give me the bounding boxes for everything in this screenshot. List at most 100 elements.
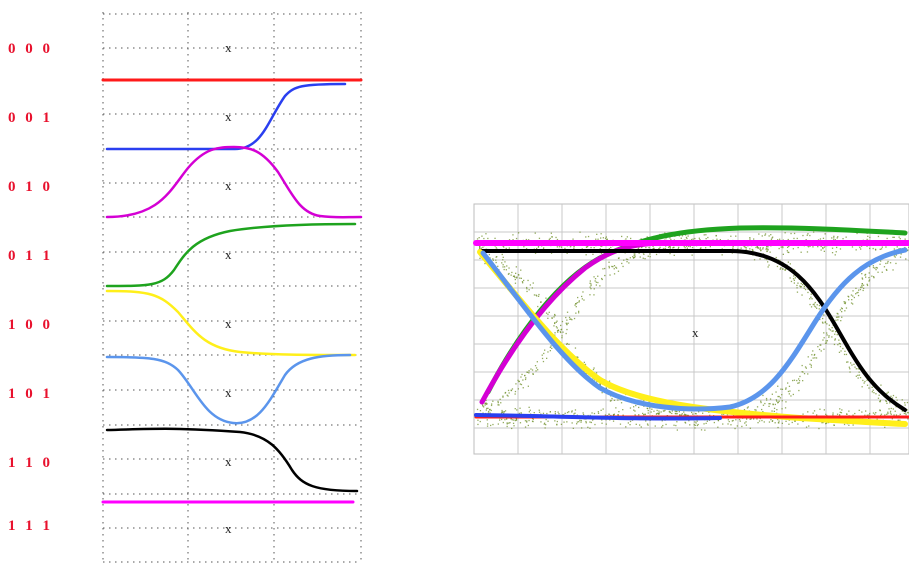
noise-dot [864,273,867,276]
noise-dot [540,421,542,423]
noise-dot [635,423,637,425]
noise-dot [554,413,556,415]
noise-dot [848,366,850,368]
noise-dot [759,258,761,260]
noise-dot [869,265,871,268]
noise-dot [787,261,789,263]
noise-dot [516,277,518,279]
noise-dot [716,238,718,240]
noise-dot [802,380,804,382]
noise-dot [831,252,834,254]
noise-dot [609,419,611,421]
noise-dot [881,271,883,273]
noise-dot [649,407,651,409]
noise-dot [898,236,900,238]
noise-dot [668,411,670,413]
noise-dot [858,374,861,376]
noise-dot [841,316,843,318]
noise-dot [649,419,651,421]
noise-dot [802,420,804,423]
noise-dot [859,246,861,249]
noise-dot [568,343,570,345]
noise-dot [647,409,649,412]
noise-dot [589,280,591,282]
noise-dot [771,410,773,412]
noise-dot [530,368,532,370]
noise-dot [886,413,888,415]
noise-dot [634,414,636,416]
noise-dot [566,342,568,345]
noise-dot [538,411,541,413]
noise-dot [506,422,508,424]
noise-dot [741,425,743,428]
noise-dot [880,413,883,415]
noise-dot [476,238,479,240]
noise-dot [793,379,796,381]
noise-dot [545,312,548,314]
noise-dot [560,324,562,327]
noise-dot [575,312,577,314]
noise-dot [826,340,828,342]
noise-dot [634,253,636,255]
noise-dot [810,296,812,298]
noise-dot [511,419,513,421]
noise-dot [549,346,551,348]
noise-dot [819,318,821,321]
noise-dot [877,271,879,273]
noise-dot [638,414,640,416]
noise-dot [515,272,517,274]
noise-dot [833,424,835,426]
noise-dot [907,249,909,251]
noise-dot [797,246,799,249]
noise-dot [801,364,803,367]
noise-dot [819,344,821,346]
noise-dot [622,409,624,411]
noise-dot [762,248,764,250]
noise-dot [803,373,806,375]
noise-dot [892,408,894,410]
noise-dot [594,278,597,280]
noise-dot [629,257,631,259]
noise-dot [862,284,865,286]
noise-dot [524,378,527,381]
noise-dot [528,411,530,413]
noise-dot [613,265,616,267]
noise-dot [831,327,833,329]
noise-dot [907,411,909,414]
noise-dot [723,413,725,415]
noise-dot [823,246,826,248]
noise-dot [659,248,661,250]
noise-dot [652,245,654,247]
noise-dot [687,245,690,247]
noise-dot [608,380,611,382]
noise-dot [823,348,825,350]
noise-dot [859,377,862,379]
noise-dot [557,331,559,333]
noise-dot [807,356,809,358]
noise-dot [589,427,591,429]
noise-dot [674,410,676,412]
noise-dot [799,285,801,287]
noise-dot [690,238,693,241]
noise-dot [554,411,556,413]
noise-dot [770,419,772,421]
noise-dot [839,248,842,250]
noise-dot [491,403,493,405]
noise-dot [582,291,584,293]
noise-dot [747,406,749,408]
noise-dot [487,423,489,425]
noise-dot [525,377,527,379]
noise-dot [639,424,641,426]
noise-dot [519,383,521,385]
noise-dot [743,409,746,411]
noise-dot [772,403,774,405]
noise-dot [637,248,639,250]
noise-dot [845,236,847,238]
noise-dot [764,402,766,405]
noise-dot [501,253,503,256]
noise-dot [479,246,481,248]
noise-dot [522,282,524,284]
noise-dot [766,250,768,252]
noise-dot [749,427,751,429]
